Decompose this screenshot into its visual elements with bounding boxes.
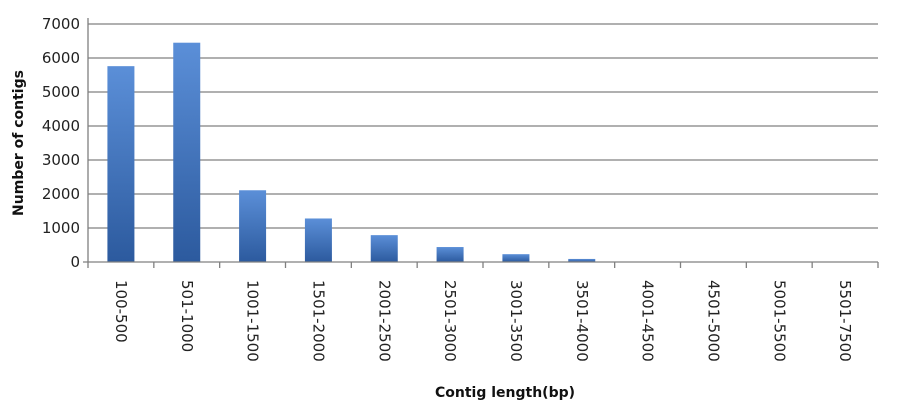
x-axis-title: Contig length(bp)	[435, 385, 575, 401]
gridlines	[88, 24, 878, 228]
x-tick-label: 2501-3000	[441, 280, 459, 362]
x-tick-label: 501-1000	[178, 280, 196, 352]
y-tick-label: 7000	[42, 15, 80, 33]
bar	[371, 235, 398, 262]
x-tick-label: 4001-4500	[639, 280, 657, 362]
x-tick-label: 4501-5000	[704, 280, 722, 362]
x-tick-label: 5501-7500	[836, 280, 854, 362]
x-tick-label: 100-500	[112, 280, 130, 343]
y-tick-label: 2000	[42, 185, 80, 203]
x-tick-label: 1501-2000	[309, 280, 327, 362]
y-tick-label: 4000	[42, 117, 80, 135]
x-tick-label: 5001-5500	[770, 280, 788, 362]
bar	[107, 66, 134, 262]
bar	[239, 190, 266, 262]
x-tick-label: 3501-4000	[573, 280, 591, 362]
bars	[107, 43, 595, 262]
bar	[502, 254, 529, 262]
y-tick-label: 3000	[42, 151, 80, 169]
y-tick-label: 5000	[42, 83, 80, 101]
y-tick-label: 6000	[42, 49, 80, 67]
x-tick-label: 3001-3500	[507, 280, 525, 362]
axes	[83, 18, 878, 268]
y-tick-labels: 0 1000 2000 3000 4000 5000 6000 7000	[42, 15, 80, 271]
y-tick-label: 1000	[42, 219, 80, 237]
x-tick-label: 1001-1500	[244, 280, 262, 362]
bar	[173, 43, 200, 262]
bar	[437, 247, 464, 262]
y-tick-label: 0	[70, 253, 80, 271]
x-tick-label: 2001-2500	[375, 280, 393, 362]
y-axis-title: Number of contigs	[11, 70, 27, 216]
bar	[305, 218, 332, 262]
x-tick-labels: 100-500 501-1000 1001-1500 1501-2000 2001-25…	[112, 280, 854, 362]
